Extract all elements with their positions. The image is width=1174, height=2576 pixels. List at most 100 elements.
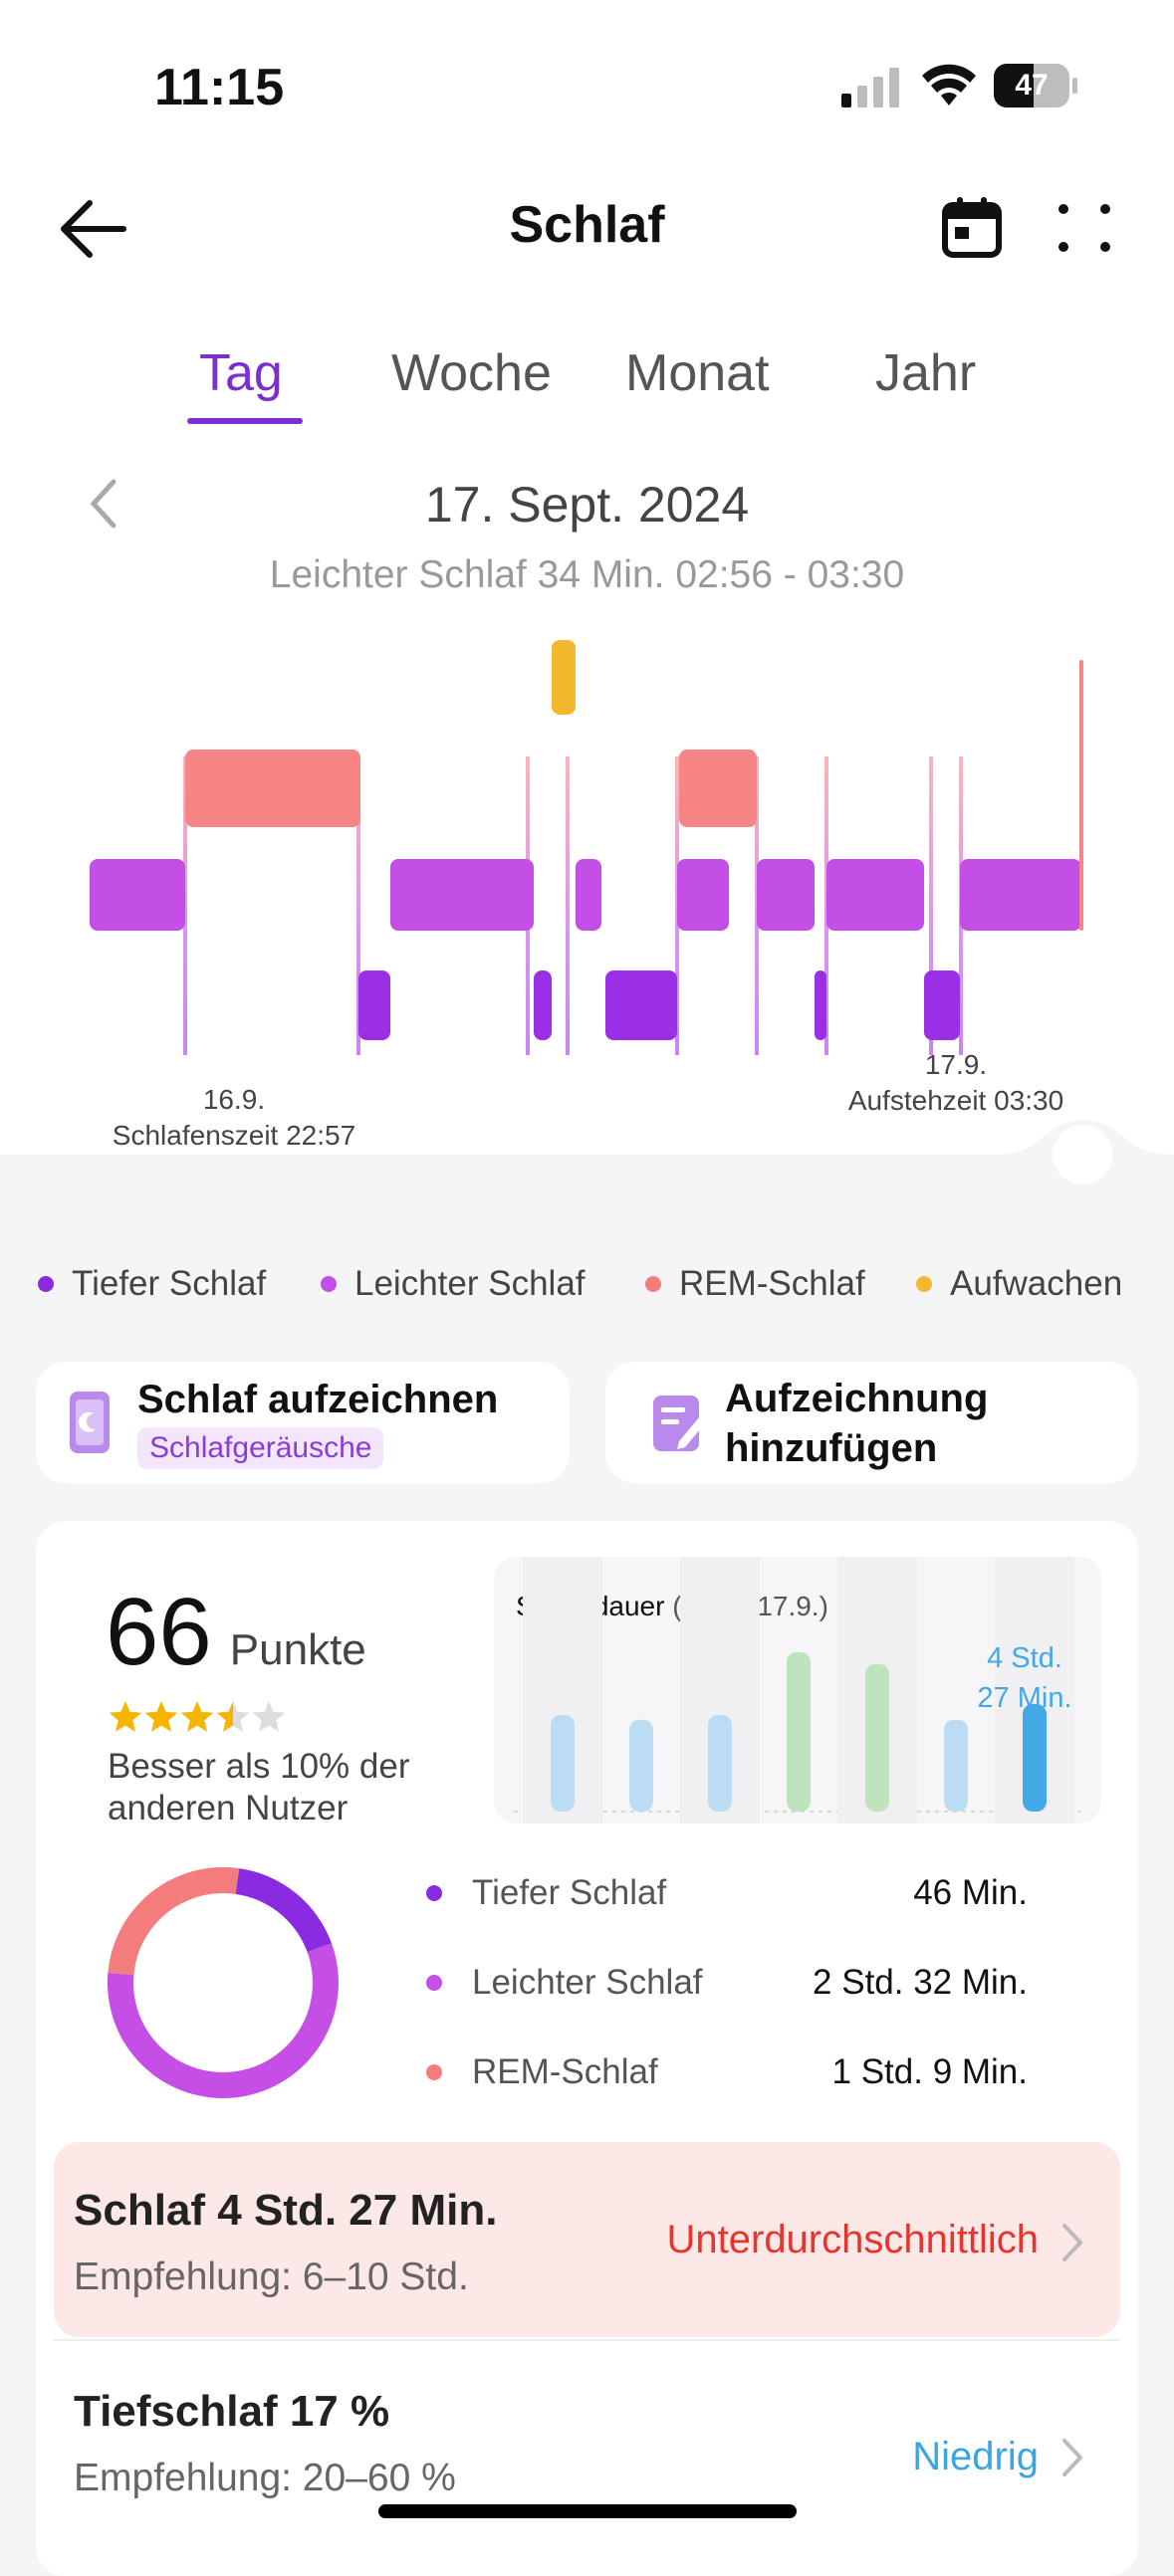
breakdown-dot (426, 2064, 442, 2080)
hypnogram-segment (90, 859, 185, 931)
star-icon (109, 1701, 142, 1732)
add-record-title: Aufzeichnung hinzufügen (725, 1374, 988, 1473)
highlight-line2: 27 Min. (977, 1682, 1072, 1714)
breakdown-light-value: 2 Std. 32 Min. (813, 1963, 1028, 2002)
chevron-right-icon (1062, 2224, 1083, 2261)
star-icon (180, 1701, 214, 1732)
sleep-hypnogram[interactable] (0, 627, 1174, 1055)
breakdown-dot (426, 1975, 442, 1991)
calendar-icon[interactable] (941, 195, 1003, 259)
tab-month[interactable]: Monat (625, 344, 770, 402)
tab-week[interactable]: Woche (391, 344, 552, 402)
sleep-sounds-tag[interactable]: Schlafgeräusche (137, 1427, 384, 1469)
chevron-left-icon[interactable] (88, 478, 119, 530)
battery-icon: 47 (994, 64, 1069, 107)
assessment-title: Tiefschlaf 17 % (74, 2387, 390, 2436)
sleep-stage-donut (108, 1867, 339, 2098)
phone-moon-icon (70, 1392, 110, 1453)
assessment-recommendation: Empfehlung: 6–10 Std. (74, 2255, 469, 2298)
add-record-button[interactable]: Aufzeichnung hinzufügen (605, 1362, 1138, 1483)
score-comparison-line1: Besser als 10% der (108, 1747, 410, 1786)
sleep-duration-assessment[interactable]: Schlaf 4 Std. 27 Min. Empfehlung: 6–10 S… (54, 2142, 1120, 2337)
assessment-title: Schlaf 4 Std. 27 Min. (74, 2186, 498, 2235)
hypnogram-segment (605, 970, 677, 1040)
star-icon (252, 1701, 286, 1732)
add-record-title-line1: Aufzeichnung (725, 1377, 989, 1420)
chart-bar (551, 1714, 575, 1812)
breakdown-label: Tiefer Schlaf (472, 1873, 667, 1912)
battery-level: 47 (1015, 69, 1049, 102)
legend-dot (38, 1276, 54, 1292)
breakdown-deep: Tiefer Schlaf (426, 1873, 666, 1913)
chart-bar (865, 1663, 889, 1812)
arrow-left-icon[interactable] (58, 197, 127, 261)
breakdown-dot (426, 1885, 442, 1901)
chart-bar (629, 1719, 653, 1812)
legend-label: REM-Schlaf (679, 1264, 865, 1303)
hypnogram-segment (358, 970, 390, 1040)
legend-label: Tiefer Schlaf (72, 1264, 267, 1303)
sleep-score: 66 Punkte (106, 1583, 366, 1682)
battery-tip (1072, 78, 1077, 94)
tab-year[interactable]: Jahr (875, 344, 977, 402)
record-sleep-button[interactable]: Schlaf aufzeichnen Schlafgeräusche (36, 1362, 570, 1483)
breakdown-light: Leichter Schlaf (426, 1963, 703, 2003)
note-edit-icon (653, 1395, 705, 1451)
grid-dots-icon[interactable] (1057, 203, 1111, 253)
score-value: 66 (106, 1579, 212, 1685)
hypnogram-segment (677, 859, 729, 931)
hypnogram-segment (185, 750, 360, 827)
star-icon (144, 1701, 178, 1732)
legend-deep: Tiefer Schlaf (38, 1264, 266, 1304)
chart-bar (944, 1719, 968, 1812)
star-rating (109, 1701, 286, 1732)
chart-highlight-label: 4 Std. 27 Min. (970, 1638, 1079, 1718)
breakdown-rem: REM-Schlaf (426, 2052, 658, 2092)
chart-bars (514, 1557, 1081, 1824)
divider (54, 2339, 1120, 2341)
status-time: 11:15 (154, 59, 285, 116)
legend-rem: REM-Schlaf (645, 1264, 865, 1304)
record-sleep-title: Schlaf aufzeichnen (137, 1378, 499, 1421)
bedtime-label: 16.9. Schlafenszeit 22:57 (90, 1082, 378, 1154)
hypnogram-segment (534, 970, 552, 1040)
score-unit: Punkte (229, 1625, 366, 1674)
page-title: Schlaf (509, 196, 665, 254)
legend-label: Leichter Schlaf (354, 1264, 586, 1303)
bedtime-text: Schlafenszeit 22:57 (112, 1120, 356, 1151)
selection-info: Leichter Schlaf 34 Min. 02:56 - 03:30 (269, 553, 905, 596)
score-comparison: Besser als 10% der anderen Nutzer (108, 1746, 409, 1829)
chart-bar (787, 1651, 811, 1812)
hypnogram-segment (757, 859, 815, 931)
wifi-icon (922, 64, 976, 106)
top-panel (0, 0, 1174, 1155)
assessment-status: Unterdurchschnittlich (666, 2218, 1040, 2261)
chart-bar (708, 1714, 732, 1812)
score-comparison-line2: anderen Nutzer (108, 1789, 349, 1827)
legend-light: Leichter Schlaf (321, 1264, 586, 1304)
wake-time-label: 17.9. Aufstehzeit 03:30 (817, 1047, 1095, 1119)
legend-awake: Aufwachen (916, 1264, 1122, 1304)
tab-day[interactable]: Tag (199, 344, 283, 402)
breakdown-label: REM-Schlaf (472, 2052, 658, 2091)
hypnogram-segment (1079, 660, 1083, 931)
signal-icon (841, 68, 899, 107)
hypnogram-segment (576, 859, 601, 931)
hypnogram-segment (390, 859, 534, 931)
breakdown-deep-value: 46 Min. (913, 1873, 1028, 1912)
tab-underline (187, 418, 303, 424)
sleep-duration-chart[interactable]: Schlafdauer (11.9.–17.9.) 4 Std. 27 Min. (494, 1557, 1101, 1824)
panel-handle[interactable] (996, 1105, 1174, 1194)
hypnogram-segment (826, 859, 924, 931)
legend-dot (645, 1276, 661, 1292)
legend-dot (321, 1276, 337, 1292)
hypnogram-segment (924, 970, 960, 1040)
selected-date: 17. Sept. 2024 (424, 477, 750, 533)
legend-dot (916, 1276, 932, 1292)
hypnogram-segment (815, 970, 826, 1040)
deep-sleep-assessment[interactable]: Tiefschlaf 17 % Empfehlung: 20–60 % Nied… (54, 2341, 1120, 2544)
chevron-right-icon (1062, 2439, 1083, 2476)
home-indicator[interactable] (378, 2504, 797, 2518)
add-record-title-line2: hinzufügen (725, 1426, 938, 1470)
wake-date: 17.9. (924, 1049, 988, 1080)
